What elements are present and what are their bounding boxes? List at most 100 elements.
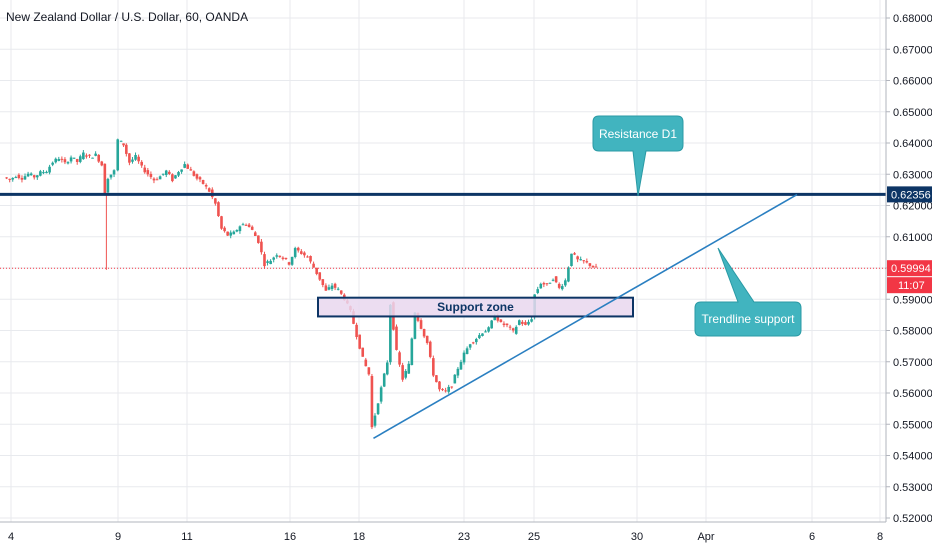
- candle-body: [192, 171, 196, 176]
- candle-body: [373, 415, 377, 426]
- candle-body: [128, 153, 131, 163]
- y-tick-label: 0.63000: [893, 169, 932, 181]
- candle-body: [149, 173, 153, 178]
- candle-body: [32, 175, 36, 178]
- candle-body: [161, 173, 165, 175]
- candle-body: [229, 232, 233, 236]
- candle-body: [174, 175, 177, 179]
- candle-body: [456, 368, 460, 376]
- candle-body: [530, 319, 533, 322]
- trendline[interactable]: [373, 193, 798, 440]
- candle-body: [275, 255, 279, 257]
- candle-body: [287, 262, 291, 265]
- candle-body: [250, 226, 254, 230]
- candle-body: [20, 177, 24, 180]
- candle-body: [5, 177, 8, 179]
- candle-body: [560, 286, 564, 290]
- candle-body: [171, 174, 174, 182]
- candle-body: [85, 155, 88, 157]
- candle-body: [315, 267, 318, 274]
- support-zone-label: Support zone: [437, 300, 514, 314]
- countdown-label: 11:07: [898, 280, 925, 292]
- candle-body: [122, 143, 125, 146]
- x-tick-label: 18: [353, 531, 365, 543]
- candle-body: [103, 163, 107, 195]
- candle-body: [324, 285, 328, 291]
- candle-body: [263, 254, 266, 267]
- candle-body: [226, 231, 229, 236]
- candle-body: [253, 232, 257, 237]
- candle-body: [54, 158, 58, 163]
- candle-body: [327, 287, 331, 290]
- x-tick-label: 6: [809, 531, 815, 543]
- candle-body: [303, 252, 306, 256]
- candle-body: [484, 331, 487, 333]
- candle-body: [82, 152, 85, 160]
- text-callouts[interactable]: Resistance D1 Trendline support: [592, 115, 802, 337]
- candle-body: [527, 321, 530, 325]
- candle-body: [177, 172, 180, 176]
- support-zone-box[interactable]: [317, 296, 634, 318]
- candle-body: [11, 178, 15, 180]
- candle-body: [475, 339, 478, 343]
- candle-body: [8, 178, 11, 180]
- candle-body: [152, 178, 156, 181]
- candle-body: [468, 344, 472, 348]
- candle-body: [134, 154, 137, 160]
- x-tick-label: 8: [877, 531, 883, 543]
- candle-body: [290, 256, 294, 265]
- candle-body: [48, 166, 51, 173]
- y-tick-label: 0.66000: [893, 76, 932, 88]
- y-tick-label: 0.53000: [893, 482, 932, 494]
- drawing-overlays[interactable]: Support zone: [0, 192, 886, 440]
- candle-body: [425, 335, 429, 343]
- candle-body: [217, 202, 220, 217]
- candle-body: [554, 276, 558, 283]
- resistance-callout-text: Resistance D1: [599, 127, 677, 141]
- candle-body: [410, 338, 414, 365]
- current-price-label: 0.59994: [891, 263, 931, 275]
- time-axis[interactable]: 4 9 11 16 18 23 25 30 Apr 6 8: [0, 521, 886, 543]
- candle-body: [407, 363, 411, 374]
- candle-body: [395, 326, 398, 350]
- candle-body: [75, 159, 79, 162]
- candle-body: [435, 375, 438, 383]
- resistance-price-label: 0.62356: [891, 189, 931, 201]
- candle-body: [168, 171, 171, 174]
- candle-body: [419, 320, 423, 329]
- candle-body: [444, 390, 447, 392]
- candle-body: [232, 231, 236, 235]
- candlestick-series: [5, 138, 598, 430]
- candle-body: [585, 261, 589, 263]
- price-axis[interactable]: 0.68000 0.67000 0.66000 0.65000 0.64000 0.630…: [885, 0, 932, 550]
- candle-body: [481, 333, 484, 336]
- candle-body: [272, 257, 275, 260]
- x-tick-label: 30: [631, 531, 643, 543]
- candle-body: [223, 227, 226, 232]
- candle-body: [131, 159, 134, 162]
- candle-body: [137, 156, 140, 162]
- candle-body: [487, 327, 490, 332]
- trendline-callout-box[interactable]: [694, 247, 802, 337]
- candle-body: [100, 161, 104, 166]
- candle-body: [57, 158, 61, 161]
- candle-body: [450, 386, 454, 388]
- candle-body: [214, 198, 217, 204]
- candle-body: [29, 173, 33, 176]
- candle-body: [511, 328, 515, 331]
- candle-body: [570, 253, 573, 266]
- candle-body: [207, 188, 211, 192]
- candle-body: [63, 159, 67, 163]
- candle-body: [438, 381, 441, 390]
- candle-body: [514, 326, 518, 334]
- candle-body: [293, 248, 297, 257]
- y-tick-label: 0.64000: [893, 138, 932, 150]
- candle-body: [266, 261, 269, 263]
- candle-body: [94, 153, 97, 156]
- countdown-label-bg: [887, 277, 932, 294]
- resistance-callout-box[interactable]: [592, 115, 684, 197]
- candle-body: [69, 157, 73, 162]
- candle-body: [333, 283, 337, 288]
- candle-body: [45, 171, 48, 174]
